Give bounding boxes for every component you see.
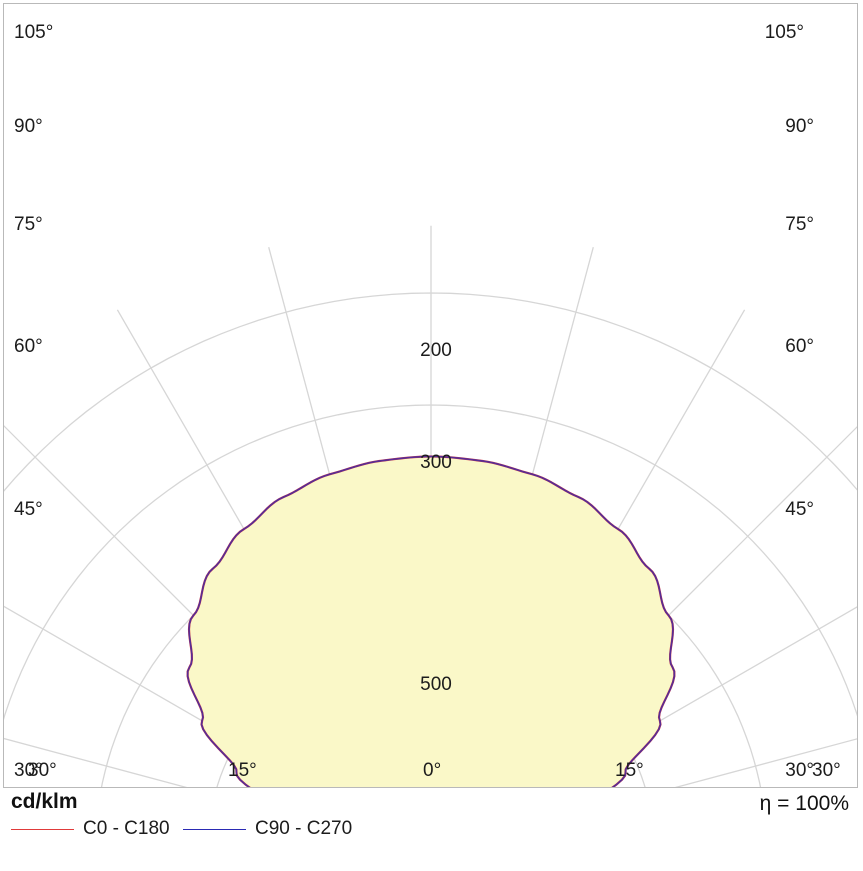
distribution-fill <box>187 456 675 787</box>
legend-label-c0-c180: C0 - C180 <box>83 818 170 839</box>
angle-tick-label: 60° <box>785 336 814 357</box>
legend-swatch-c90-c270 <box>183 828 246 830</box>
radial-value-label: 300 <box>420 452 452 473</box>
angle-tick-label: 90° <box>14 116 43 137</box>
angle-tick-label: 75° <box>14 214 43 235</box>
angle-tick-label: 45° <box>14 499 43 520</box>
legend-item-c0-c180[interactable]: C0 - C180 <box>11 818 170 840</box>
angle-tick-label: 0° <box>423 760 442 781</box>
angle-tick-label: 105° <box>14 22 54 43</box>
polar-plot-area: 105° 90° 75° 60° 45° 30° 105° 90° 75° 60° 45° 30° … <box>3 3 858 788</box>
angle-tick-label: 15° <box>228 760 257 781</box>
legend-swatch-c0-c180 <box>11 828 74 830</box>
grid-spoke <box>4 605 318 787</box>
angle-tick-label: 30° <box>785 760 814 781</box>
angle-tick-label: 60° <box>14 336 43 357</box>
radial-value-label: 200 <box>420 340 452 361</box>
unit-label: cd/klm <box>11 790 78 813</box>
angle-tick-label: 30° <box>14 760 43 781</box>
legend-item-c90-c270[interactable]: C90 - C270 <box>183 818 352 840</box>
radial-value-label: 500 <box>420 674 452 695</box>
angle-tick-label: 45° <box>785 499 814 520</box>
distribution-curve-c90-c270 <box>186 455 676 787</box>
polar-grid-and-curves <box>4 225 857 787</box>
angle-tick-label: 75° <box>785 214 814 235</box>
legend-area: cd/klm η = 100% C0 - C180 C90 - C270 <box>0 788 863 871</box>
grid-spoke <box>544 606 857 787</box>
efficiency-label: η = 100% <box>759 792 849 815</box>
angle-tick-label: 30° <box>812 760 841 781</box>
angle-tick-label: 105° <box>764 22 804 43</box>
legend-label-c90-c270: C90 - C270 <box>255 818 353 839</box>
angle-tick-label: 90° <box>785 116 814 137</box>
grid-spoke <box>4 737 188 787</box>
angle-tick-label: 15° <box>615 760 644 781</box>
grid-spoke <box>674 738 857 787</box>
angle-tick-label: 30° <box>28 760 57 781</box>
